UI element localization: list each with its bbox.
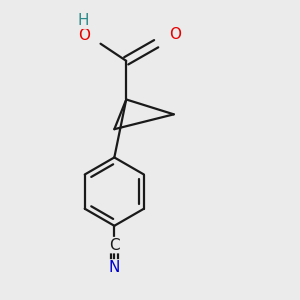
Text: H: H: [77, 13, 89, 28]
Text: O: O: [79, 28, 91, 43]
Text: C: C: [109, 238, 120, 253]
Text: O: O: [169, 27, 181, 42]
Text: N: N: [109, 260, 120, 275]
